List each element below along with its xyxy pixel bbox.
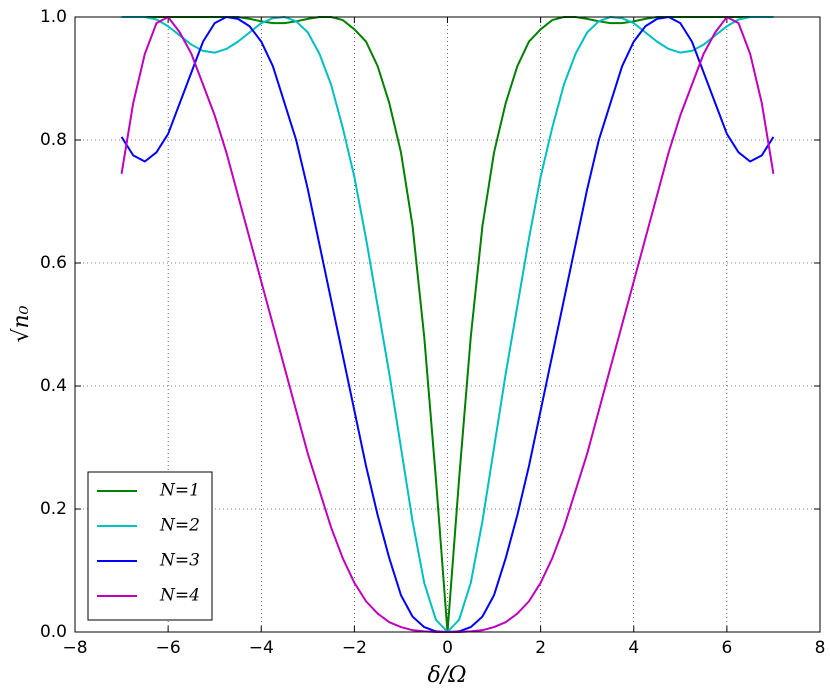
legend-label: N=4 (159, 586, 200, 606)
y-axis-label: √n₀ (9, 305, 34, 342)
y-tick-label: 0.8 (40, 130, 67, 150)
y-tick-label: 0.0 (40, 622, 67, 642)
y-tick-label: 0.2 (40, 499, 67, 519)
y-tick-label: 1.0 (40, 7, 67, 27)
legend-label: N=2 (159, 516, 200, 536)
y-tick-label: 0.6 (40, 253, 67, 273)
x-tick-label: −4 (249, 638, 274, 658)
y-tick-label: 0.4 (40, 376, 67, 396)
x-tick-label: −2 (342, 638, 367, 658)
x-tick-label: −8 (62, 638, 87, 658)
x-tick-label: 6 (721, 638, 732, 658)
plot-frame (74, 16, 821, 633)
x-axis-label: δ/Ω (428, 663, 467, 688)
legend-label: N=3 (159, 551, 200, 571)
x-tick-label: 2 (535, 638, 546, 658)
x-tick-label: 8 (815, 638, 826, 658)
legend-label: N=1 (159, 481, 200, 501)
x-tick-label: −6 (156, 638, 181, 658)
x-tick-label: 0 (442, 638, 453, 658)
x-tick-label: 4 (628, 638, 639, 658)
